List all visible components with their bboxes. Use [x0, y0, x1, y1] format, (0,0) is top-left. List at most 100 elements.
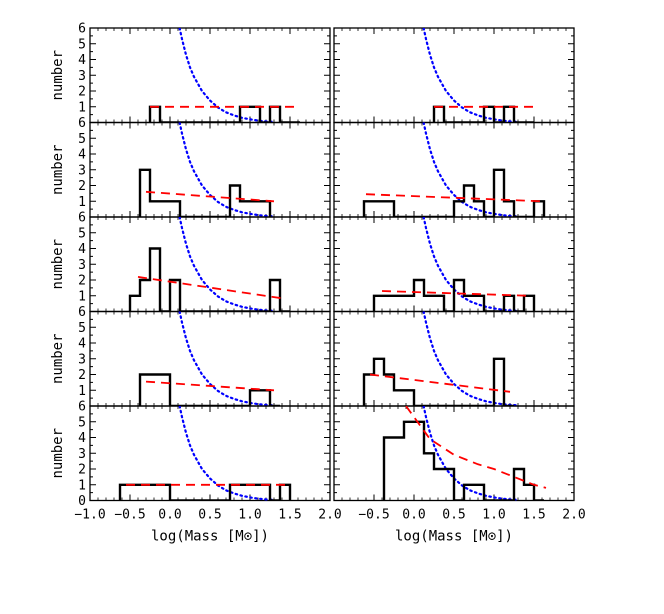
panel-plot-area	[362, 311, 520, 406]
x-tick-label: 0.0	[402, 508, 425, 523]
fit-line	[381, 290, 531, 297]
panels-group: 123456number123456number123456number1234…	[50, 22, 586, 523]
panel-frame	[89, 121, 331, 218]
panel-plot-area	[422, 28, 538, 123]
fit-line	[405, 406, 547, 489]
y-tick-label: 6	[78, 22, 86, 37]
y-tick-label: 3	[78, 69, 86, 84]
y-tick-label: 2	[78, 85, 86, 100]
labels-group: log(Mass [M⊙]) log(Mass [M⊙])	[151, 529, 513, 545]
y-axis-label: number	[50, 144, 66, 195]
y-tick-label: 3	[78, 258, 86, 273]
y-tick-label: 2	[78, 274, 86, 289]
y-tick-label: 5	[78, 226, 86, 241]
panel-frame	[333, 27, 575, 124]
panel-plot-area	[372, 217, 536, 312]
panel-row5-right: −0.5 0.0 0.5 1.0 1.5 2.0	[333, 405, 586, 523]
panel-row2-right	[333, 121, 575, 218]
histogram	[382, 420, 544, 501]
panel-frame	[89, 310, 331, 407]
x-tick-label: 0.0	[158, 508, 181, 523]
x-tick-label: −0.5	[114, 508, 145, 523]
x-tick-label: 2.0	[562, 508, 585, 523]
panel-plot-area	[138, 122, 276, 217]
dotted-curve	[178, 311, 276, 406]
histogram	[372, 278, 536, 312]
fit-line	[369, 373, 511, 393]
panel-plot-area	[362, 122, 546, 217]
histogram	[138, 373, 280, 406]
panel-row4-right	[333, 310, 575, 407]
y-tick-label: 6	[78, 116, 86, 131]
dotted-curve	[422, 28, 520, 123]
x-tick-label: 1.5	[278, 508, 301, 523]
y-tick-label: 3	[78, 447, 86, 462]
panel-plot-area	[148, 28, 300, 123]
x-tick-label: 0.5	[198, 508, 221, 523]
histogram	[148, 105, 300, 123]
histogram	[138, 168, 272, 217]
y-axis-label: number	[50, 239, 66, 290]
histogram	[362, 357, 514, 406]
panel-plot-area	[128, 217, 290, 312]
x-tick-label: 1.0	[482, 508, 505, 523]
y-tick-label: 6	[78, 400, 86, 415]
panel-frame	[89, 216, 331, 313]
panel-row1-right	[333, 27, 575, 124]
x-axis-label-right: log(Mass [M⊙])	[395, 529, 513, 545]
y-tick-label: 4	[78, 337, 86, 352]
y-tick-label: 6	[78, 305, 86, 320]
x-axis-label-left: log(Mass [M⊙])	[151, 529, 269, 545]
fit-line	[145, 380, 275, 392]
x-tick-label: −1.0	[74, 508, 105, 523]
x-tick-label: 1.0	[238, 508, 261, 523]
panel-frame	[89, 405, 331, 502]
y-tick-label: 4	[78, 53, 86, 68]
panel-plot-area	[382, 406, 547, 501]
y-axis-label: number	[50, 333, 66, 384]
y-tick-label: 4	[78, 148, 86, 163]
y-tick-label: 1	[78, 478, 86, 493]
dotted-curve	[422, 311, 520, 406]
x-tick-label: −0.5	[358, 508, 389, 523]
dotted-curve	[422, 406, 520, 501]
y-tick-label: 5	[78, 415, 86, 430]
y-tick-label: 2	[78, 463, 86, 478]
fit-line	[137, 276, 287, 300]
y-tick-label: 1	[78, 195, 86, 210]
y-tick-label: 5	[78, 321, 86, 336]
y-tick-label: 3	[78, 352, 86, 367]
fit-line	[145, 190, 275, 203]
histogram	[362, 168, 546, 217]
y-tick-label: 2	[78, 179, 86, 194]
panel-plot-area	[138, 311, 280, 406]
dotted-curve	[178, 122, 276, 217]
panel-frame	[89, 27, 331, 124]
y-tick-label: 2	[78, 368, 86, 383]
y-tick-label: 1	[78, 100, 86, 115]
panel-frame	[333, 310, 575, 407]
y-tick-label: 4	[78, 431, 86, 446]
y-tick-label: 4	[78, 242, 86, 257]
x-tick-label: 2.0	[318, 508, 341, 523]
histogram	[432, 105, 534, 123]
x-tick-label: 0.5	[442, 508, 465, 523]
y-tick-label: 5	[78, 132, 86, 147]
panel-row3-right	[333, 216, 575, 313]
y-tick-label: 3	[78, 163, 86, 178]
y-axis-label: number	[50, 428, 66, 479]
x-tick-label: 1.5	[522, 508, 545, 523]
y-tick-label: 6	[78, 211, 86, 226]
y-tick-label: 1	[78, 384, 86, 399]
dotted-curve	[178, 217, 276, 312]
histogram	[118, 483, 292, 501]
dotted-curve	[422, 217, 520, 312]
y-axis-label: number	[50, 50, 66, 101]
panel-plot-area	[118, 406, 292, 501]
